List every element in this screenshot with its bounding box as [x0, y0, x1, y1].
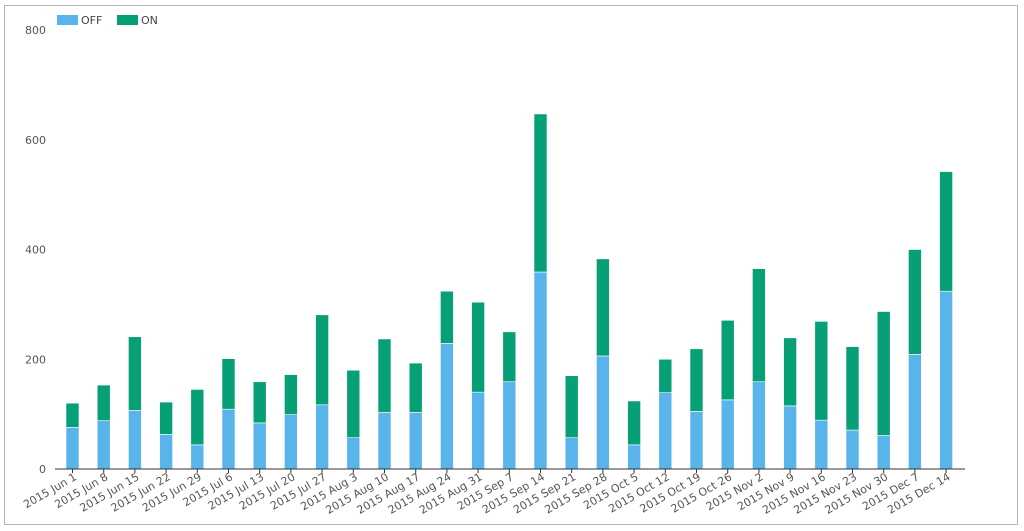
bar-off[interactable]	[783, 405, 797, 470]
bar-on[interactable]	[315, 314, 329, 406]
y-tick-label: 0	[39, 463, 46, 476]
y-tick-label: 200	[25, 353, 46, 366]
bar-on[interactable]	[440, 290, 454, 344]
bar-off[interactable]	[128, 409, 142, 470]
y-axis: 0 200 400 600 800	[25, 24, 46, 476]
bar-off[interactable]	[939, 290, 953, 470]
bar-off[interactable]	[159, 434, 173, 470]
bar-off[interactable]	[284, 414, 298, 470]
bar-off[interactable]	[221, 408, 236, 470]
bar-on[interactable]	[221, 358, 236, 410]
bar-off[interactable]	[876, 435, 891, 470]
y-tick-label: 400	[25, 244, 46, 257]
bar-off[interactable]	[252, 422, 267, 470]
bar-off[interactable]	[377, 412, 392, 470]
bar-off[interactable]	[720, 399, 735, 470]
bars	[65, 113, 953, 470]
bar-on[interactable]	[408, 362, 423, 413]
bar-off[interactable]	[533, 271, 548, 470]
bar-off[interactable]	[346, 437, 361, 470]
bar-off[interactable]	[96, 420, 111, 470]
bar-off[interactable]	[658, 392, 673, 470]
bar-off[interactable]	[65, 426, 80, 470]
bar-on[interactable]	[908, 249, 922, 355]
bar-off[interactable]	[627, 444, 641, 470]
bar-off[interactable]	[564, 437, 579, 470]
legend-swatch-on[interactable]	[117, 15, 138, 25]
bar-off[interactable]	[908, 354, 922, 470]
legend-swatch-off[interactable]	[57, 15, 78, 25]
bar-on[interactable]	[284, 374, 298, 415]
bar-on[interactable]	[159, 401, 173, 435]
bar-on[interactable]	[689, 348, 704, 412]
bar-off[interactable]	[440, 343, 454, 470]
bar-off[interactable]	[752, 381, 766, 470]
bar-on[interactable]	[128, 336, 142, 411]
y-tick-label: 800	[25, 24, 46, 37]
bar-on[interactable]	[377, 338, 392, 413]
bar-off[interactable]	[596, 355, 610, 470]
bar-on[interactable]	[96, 384, 111, 422]
bar-on[interactable]	[814, 321, 829, 421]
y-tick-label: 600	[25, 134, 46, 147]
bar-on[interactable]	[190, 389, 205, 446]
bar-off[interactable]	[315, 404, 329, 470]
bar-off[interactable]	[814, 419, 829, 470]
bar-on[interactable]	[720, 319, 735, 401]
bar-on[interactable]	[939, 171, 953, 292]
bar-on[interactable]	[658, 358, 673, 394]
legend-label-on: ON	[141, 14, 158, 27]
bar-on[interactable]	[65, 402, 80, 428]
bar-on[interactable]	[533, 113, 548, 273]
bar-off[interactable]	[471, 391, 485, 470]
bar-on[interactable]	[627, 400, 641, 446]
bar-on[interactable]	[564, 375, 579, 439]
legend: OFF ON	[57, 14, 158, 27]
legend-label-off: OFF	[81, 14, 102, 27]
bar-on[interactable]	[752, 268, 766, 383]
bar-on[interactable]	[346, 369, 361, 439]
bar-on[interactable]	[876, 311, 891, 436]
bar-off[interactable]	[408, 412, 423, 470]
bar-off[interactable]	[190, 444, 205, 470]
bar-on[interactable]	[845, 346, 860, 431]
bar-off[interactable]	[502, 381, 517, 470]
bar-on[interactable]	[783, 337, 797, 407]
bar-on[interactable]	[502, 331, 517, 383]
bar-off[interactable]	[845, 429, 860, 470]
bar-on[interactable]	[596, 258, 610, 357]
bar-on[interactable]	[252, 381, 267, 424]
bar-off[interactable]	[689, 411, 704, 470]
bar-on[interactable]	[471, 301, 485, 393]
